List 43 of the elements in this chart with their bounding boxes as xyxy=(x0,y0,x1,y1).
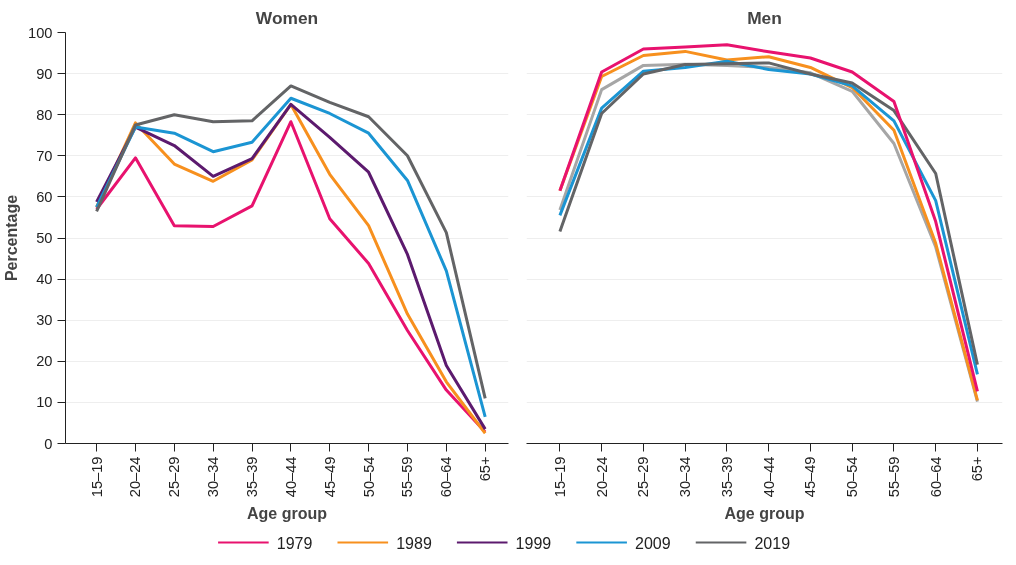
x-tick-label: 45–49 xyxy=(802,456,819,498)
y-tick-label: 70 xyxy=(36,147,53,164)
x-tick-label: 35–39 xyxy=(244,456,261,498)
x-tick-label: 60–64 xyxy=(438,456,455,498)
chart-title: Men xyxy=(747,7,782,28)
x-tick-label: 20–24 xyxy=(127,456,144,498)
x-tick-label: 50–54 xyxy=(360,456,377,498)
y-tick-label: 0 xyxy=(44,435,53,452)
x-axis-title: Age group xyxy=(247,505,328,523)
x-tick-label: 30–34 xyxy=(677,456,694,498)
y-tick-label: 80 xyxy=(36,106,53,123)
y-axis-title: Percentage xyxy=(3,194,21,282)
x-tick-label: 45–49 xyxy=(321,456,338,498)
y-tick-label: 90 xyxy=(36,65,53,82)
x-tick-label: 60–64 xyxy=(927,456,944,498)
legend-label: 1999 xyxy=(515,534,552,552)
y-tick-label: 30 xyxy=(36,312,53,329)
y-tick-label: 20 xyxy=(36,353,53,370)
legend-label: 1989 xyxy=(396,534,432,552)
x-tick-label: 15–19 xyxy=(88,456,105,498)
x-tick-label: 65+ xyxy=(477,456,494,482)
y-tick-label: 10 xyxy=(36,394,53,411)
x-tick-label: 65+ xyxy=(969,456,986,482)
x-tick-label: 40–44 xyxy=(760,456,777,498)
x-tick-label: 50–54 xyxy=(844,456,861,498)
legend-label: 2009 xyxy=(635,534,671,552)
x-tick-label: 35–39 xyxy=(718,456,735,498)
x-tick-label: 25–29 xyxy=(166,456,183,498)
x-tick-label: 55–59 xyxy=(399,456,416,498)
legend-label: 2019 xyxy=(754,534,791,552)
chart-title: Women xyxy=(255,7,319,28)
y-tick-label: 40 xyxy=(36,271,53,288)
legend-label: 1979 xyxy=(276,534,313,552)
x-tick-label: 40–44 xyxy=(282,456,299,498)
x-axis-title: Age group xyxy=(724,505,805,523)
x-tick-label: 15–19 xyxy=(551,456,568,498)
x-tick-label: 55–59 xyxy=(885,456,902,498)
y-tick-label: 50 xyxy=(36,230,53,246)
x-tick-label: 30–34 xyxy=(205,456,222,498)
y-tick-label: 100 xyxy=(28,24,53,41)
x-tick-label: 25–29 xyxy=(635,456,652,498)
x-tick-label: 20–24 xyxy=(593,456,610,498)
y-tick-label: 60 xyxy=(36,188,53,205)
